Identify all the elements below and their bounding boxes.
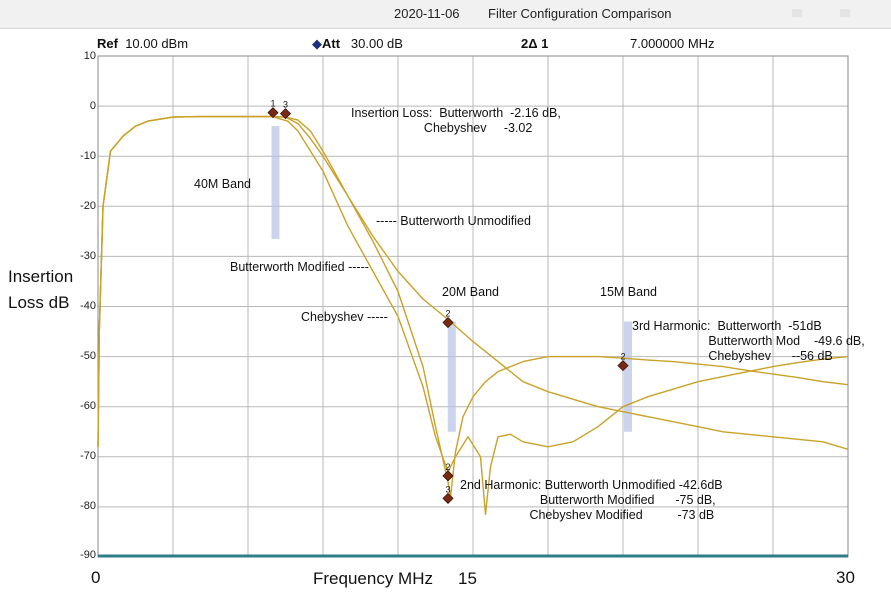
butterworth-unmodified-label: ----- Butterworth Unmodified [376, 214, 531, 228]
marker-delta-label: 2Δ 1 [521, 36, 549, 51]
x-axis-label: Frequency MHz [313, 569, 433, 588]
y-tick-label: -60 [80, 400, 96, 412]
third-harmonic-annotation: 3rd Harmonic: Butterworth -51dB Butterwo… [632, 319, 865, 363]
chebyshev-label: Chebyshev ----- [301, 310, 388, 324]
band-label-20m: 20M Band [442, 285, 499, 299]
window-date: 2020-11-06 [394, 6, 460, 21]
maximize-icon[interactable] [840, 9, 850, 17]
y-tick-label: 0 [89, 100, 96, 112]
marker-number: 2 [445, 462, 450, 472]
att-label: Att [322, 36, 341, 51]
band-marker-40m [271, 126, 280, 239]
y-axis-label-line2: Loss dB [8, 293, 70, 312]
ref-value: 10.00 dBm [125, 36, 189, 51]
second-harmonic-annotation: 2nd Harmonic: Butterworth Unmodified -42… [460, 478, 723, 522]
y-tick-label: 10 [83, 50, 96, 62]
marker-diamond [442, 316, 454, 329]
y-tick-label: -70 [80, 450, 96, 462]
x-tick-label: 15 [458, 569, 477, 588]
marker-number: 2 [445, 309, 450, 319]
att-value: 30.00 dB [350, 36, 403, 51]
x-tick-label: 30 [836, 568, 855, 587]
insertion-loss-annotation: Insertion Loss: Butterworth -2.16 dB, Ch… [351, 106, 561, 135]
y-tick-label: -50 [80, 350, 96, 362]
band-label-15m: 15M Band [600, 285, 657, 299]
ref-readout: Ref 10.00 dBm [97, 36, 188, 51]
window-title: Filter Configuration Comparison [488, 6, 672, 21]
butterworth-modified-label: Butterworth Modified ----- [230, 260, 369, 274]
y-tick-label: -40 [80, 300, 96, 312]
y-tick-label: -90 [80, 549, 96, 561]
y-tick-label: -30 [80, 250, 96, 262]
att-readout: ◆Att 30.00 dB [312, 36, 403, 52]
title-bar: 2020-11-06 Filter Configuration Comparis… [0, 0, 891, 29]
marker-diamond [442, 470, 454, 482]
ref-label: Ref [97, 36, 118, 51]
band-label-40m: 40M Band [194, 177, 251, 191]
marker-delta-readout: 2Δ 1 [521, 36, 548, 51]
band-marker-20m [447, 321, 456, 432]
marker-number: 3 [283, 100, 288, 110]
marker-number: 3 [445, 484, 450, 494]
marker-diamond [617, 360, 629, 372]
y-tick-label: -80 [80, 500, 96, 512]
marker-diamond [267, 107, 279, 119]
marker-diamond [279, 108, 292, 120]
minimize-icon[interactable] [792, 9, 802, 17]
y-axis-label-line1: Insertion [8, 267, 74, 286]
y-tick-label: -20 [80, 200, 96, 212]
x-tick-label: 0 [91, 568, 101, 587]
y-tick-label: -10 [80, 150, 96, 162]
marker-frequency: 7.000000 MHz [630, 36, 715, 51]
marker-number: 2 [620, 352, 625, 362]
marker-diamond [442, 492, 454, 504]
att-marker-icon: ◆ [312, 36, 322, 51]
marker-number: 1 [270, 99, 275, 109]
band-marker-15m [624, 321, 632, 432]
